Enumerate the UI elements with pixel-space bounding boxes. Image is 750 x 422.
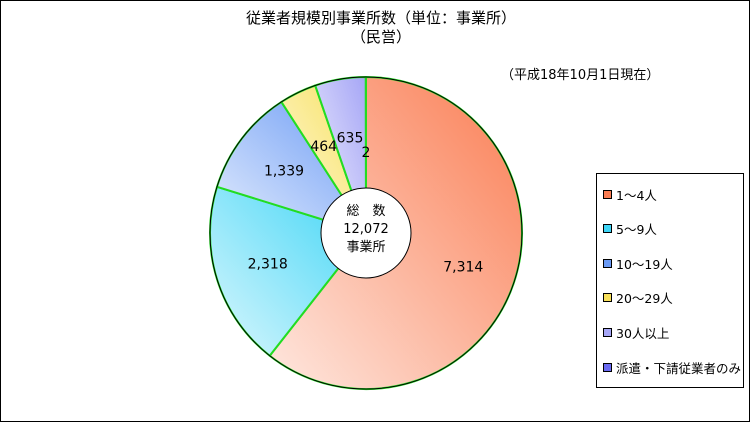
legend-swatch (603, 293, 612, 303)
pie-value-label-6: 2 (362, 145, 371, 161)
legend-label: 20～29人 (616, 291, 673, 307)
legend-label: 30人以上 (616, 325, 670, 341)
pie-value-label-3: 1,339 (264, 164, 304, 180)
legend-item: 5～9人 (603, 221, 657, 237)
pie-center-circle (320, 187, 412, 279)
chart-title: 従業者規模別事業所数（単位：事業所） (245, 9, 516, 27)
legend-swatch (603, 362, 612, 372)
legend-swatch (603, 258, 612, 268)
legend-swatch (603, 327, 612, 337)
legend: 1～4人 5～9人 10～19人 20～29人 30人以上派遣・下請従業者のみ (596, 173, 744, 388)
center-label-total: 総 数 (346, 204, 385, 219)
pie-center: 総 数 12,072 事業所 (320, 187, 412, 279)
legend-item: 10～19人 (603, 255, 673, 272)
legend-label: 派遣・下請従業者のみ (616, 360, 742, 376)
legend-item: 派遣・下請従業者のみ (603, 359, 742, 376)
legend-item: 30人以上 (603, 324, 670, 341)
legend-label: 5～9人 (616, 222, 657, 238)
center-label-count: 12,072 (343, 222, 389, 237)
legend-swatch (603, 224, 612, 234)
legend-item: 20～29人 (603, 290, 673, 306)
legend-label: 1～4人 (616, 187, 657, 203)
chart-subtitle: （民営） (350, 28, 411, 46)
pie-value-label-1: 7,314 (443, 260, 483, 276)
center-label-unit: 事業所 (346, 239, 385, 255)
pie-value-label-2: 2,318 (248, 257, 288, 273)
legend-swatch (603, 189, 612, 199)
pie-value-label-4: 464 (310, 139, 337, 155)
legend-item: 1～4人 (603, 186, 657, 203)
legend-label: 10～19人 (616, 256, 673, 272)
pie-value-label-5: 635 (337, 131, 364, 147)
pie-outline (209, 76, 523, 390)
chart-note: （平成18年10月1日現在） (501, 68, 660, 83)
